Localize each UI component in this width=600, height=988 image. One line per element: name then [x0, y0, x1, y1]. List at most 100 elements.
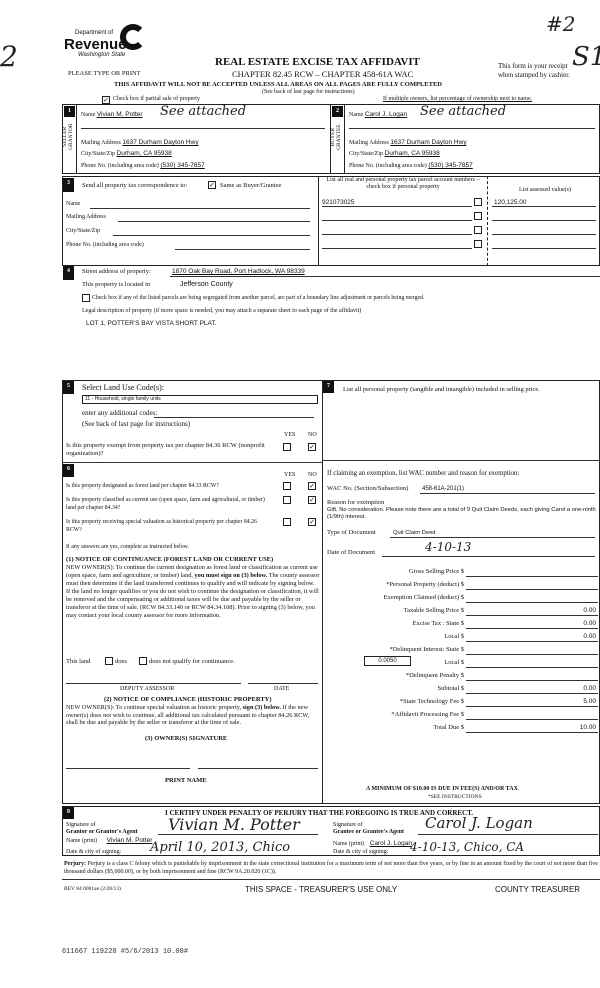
fee-line-value[interactable]: 0.00 — [583, 620, 596, 627]
label: Mailing Address — [66, 214, 106, 220]
label: City/State/Zip — [66, 228, 100, 234]
value-header: List assessed value(s) — [519, 187, 571, 193]
see-back-5: (See back of last page for instructions) — [82, 420, 191, 428]
minimum-note: A MINIMUM OF $10.00 IS DUE IN FEE(S) AND… — [366, 786, 518, 792]
fee-line-value[interactable]: 0.00 — [583, 685, 596, 692]
exempt-yes-checkbox[interactable] — [283, 443, 291, 451]
send-correspondence-label: Send all property tax correspondence to: — [82, 182, 188, 189]
grantee-name-field[interactable]: Carol J. Logan — [369, 840, 412, 847]
label: Phone No. (including area code) — [349, 163, 427, 169]
grantor-date-field[interactable]: April 10, 2013, Chico — [150, 840, 291, 855]
parcel-number-field[interactable]: 921073025 — [322, 199, 355, 206]
legal-desc-label: Legal description of property (if more s… — [82, 308, 362, 314]
doc-type-field[interactable]: Quit Claim Deed — [393, 530, 436, 536]
designation-yes-checkbox[interactable] — [283, 518, 291, 526]
parcel-header: List all real and personal property tax … — [326, 177, 480, 190]
does-qualify-checkbox[interactable] — [105, 657, 113, 665]
personal-property-checkbox[interactable] — [474, 240, 482, 248]
same-as-buyer-checkbox[interactable]: ✓ — [208, 181, 216, 189]
fee-line-value[interactable]: 0.00 — [583, 633, 596, 640]
seller-name-field[interactable]: Vivian M. Potter — [96, 111, 143, 118]
partial-sale-checkbox[interactable]: ✓ — [102, 96, 110, 104]
label: DATE — [274, 686, 290, 692]
owner-signature-field[interactable] — [66, 768, 190, 769]
logo-line1: Department of — [75, 30, 114, 36]
label: This land — [66, 658, 91, 665]
fee-line-label: *State Technology Fee $ — [399, 698, 464, 705]
designation-no-checkbox[interactable]: ✓ — [308, 496, 316, 504]
buyer-city-field[interactable]: Durham, CA 95938 — [384, 150, 440, 157]
grantor-name-field[interactable]: Vivian M. Potter — [106, 837, 153, 844]
grantor-signature[interactable]: Vivian M. Potter — [168, 815, 300, 834]
exemption-label: If claiming an exemption, list WAC numbe… — [327, 470, 520, 477]
label: Name (print) — [66, 838, 98, 844]
seller-city-field[interactable]: Durham, CA 95938 — [116, 150, 172, 157]
notice-compliance-text: NEW OWNER(S): To continue special valuat… — [66, 704, 310, 726]
additional-codes-label: enter any additional codes: — [82, 409, 158, 417]
label: Name (print) — [333, 841, 365, 847]
does-not-qualify-checkbox[interactable] — [139, 657, 147, 665]
label: City/State/Zip — [81, 151, 115, 157]
designation-yes-checkbox[interactable] — [283, 496, 291, 504]
designation-yes-checkbox[interactable] — [283, 482, 291, 490]
buyer-phone-field[interactable]: (530) 345-7857 — [428, 162, 473, 169]
land-use-select[interactable]: 11 - Household, single family units — [82, 395, 318, 404]
segregated-checkbox[interactable] — [82, 294, 90, 302]
county-treasurer-label: COUNTY TREASURER — [495, 885, 581, 894]
buyer-see-attached: See attached — [420, 104, 507, 119]
form-chapter: CHAPTER 82.45 RCW – CHAPTER 458-61A WAC — [232, 69, 414, 79]
reason-field[interactable]: Gift. No consideration. Please note ther… — [327, 507, 596, 520]
personal-property-checkbox[interactable] — [474, 226, 482, 234]
owner-print-field[interactable] — [198, 768, 318, 769]
assessed-value-field[interactable]: 120,125.00 — [494, 199, 527, 206]
seller-phone-field[interactable]: (530) 345-7857 — [160, 162, 205, 169]
grantee-signature[interactable]: Carol J. Logan — [425, 814, 533, 832]
treasurer-use-label: THIS SPACE - TREASURER'S USE ONLY — [245, 885, 398, 894]
local-rate-field[interactable]: 0.0050 — [364, 656, 411, 666]
exempt-question: Is this property exempt from property ta… — [66, 442, 265, 457]
personal-property-checkbox[interactable] — [474, 212, 482, 220]
fee-line-label: *Affidavit Processing Fee $ — [391, 711, 464, 718]
personal-property-checkbox[interactable] — [474, 198, 482, 206]
grantee-date-field[interactable]: 4-10-13, Chico, CA — [410, 840, 525, 854]
corr-address-field[interactable] — [118, 221, 310, 222]
legal-description[interactable]: LOT 1, POTTER'S BAY VISTA SHORT PLAT. — [86, 320, 217, 327]
corner-annotation: S13 — [572, 42, 600, 72]
fee-line-value[interactable]: 5.00 — [583, 698, 596, 705]
street-address-field[interactable]: 1870 Oak Bay Road, Port Hadlock, WA 9833… — [172, 268, 305, 275]
label: Name — [66, 201, 81, 207]
fee-line-value[interactable]: 10.00 — [579, 724, 596, 731]
doc-date-field[interactable]: 4-10-13 — [425, 540, 472, 554]
wac-field[interactable]: 458-61A-201(1) — [422, 486, 465, 492]
fee-line-value[interactable]: 0.00 — [583, 607, 596, 614]
notice-continuance-title: (1) NOTICE OF CONTINUANCE (FOREST LAND O… — [66, 556, 274, 563]
exempt-no-checkbox[interactable]: ✓ — [308, 443, 316, 451]
no-header: NO — [308, 432, 317, 438]
seller-see-attached: See attached — [160, 104, 247, 119]
corr-city-field[interactable] — [113, 235, 310, 236]
partial-sale-label: Check box if partial sale of property — [113, 96, 200, 102]
grantee-sig-label: Signature of Grantee or Grantee's Agent — [333, 822, 405, 835]
multiple-owners-note: If multiple owners, list percentage of o… — [383, 96, 533, 102]
label: Mailing Address — [81, 140, 121, 146]
fee-line-label: *Delinquent Penalty $ — [405, 672, 464, 679]
assessor-date-field[interactable] — [248, 683, 318, 684]
additional-codes-field[interactable] — [154, 417, 314, 418]
fee-line-label: Gross Selling Price $ — [408, 568, 464, 575]
notice-compliance-title: (2) NOTICE OF COMPLIANCE (HISTORIC PROPE… — [104, 696, 272, 703]
yes-header: YES — [284, 432, 296, 438]
perjury-notice: Perjury: Perjury is a class C felony whi… — [64, 861, 598, 875]
corr-phone-field[interactable] — [175, 249, 310, 250]
buyer-name-field[interactable]: Carol J. Logan — [364, 111, 408, 118]
owner-signature-title: (3) OWNER(S) SIGNATURE — [145, 735, 228, 742]
located-label: This property is located in — [82, 281, 151, 288]
buyer-address-field[interactable]: 1637 Durham Dayton Hwy — [390, 139, 467, 146]
buyer-side-label: BUYER GRANTEE — [330, 124, 342, 150]
designation-no-checkbox[interactable]: ✓ — [308, 518, 316, 526]
seller-address-field[interactable]: 1637 Durham Dayton Hwy — [122, 139, 199, 146]
designation-no-checkbox[interactable]: ✓ — [308, 482, 316, 490]
corr-name-field[interactable] — [90, 208, 310, 209]
county-field[interactable]: Jefferson County — [180, 281, 233, 288]
doc-type-label: Type of Document — [327, 529, 376, 536]
deputy-assessor-signature[interactable] — [66, 683, 241, 684]
